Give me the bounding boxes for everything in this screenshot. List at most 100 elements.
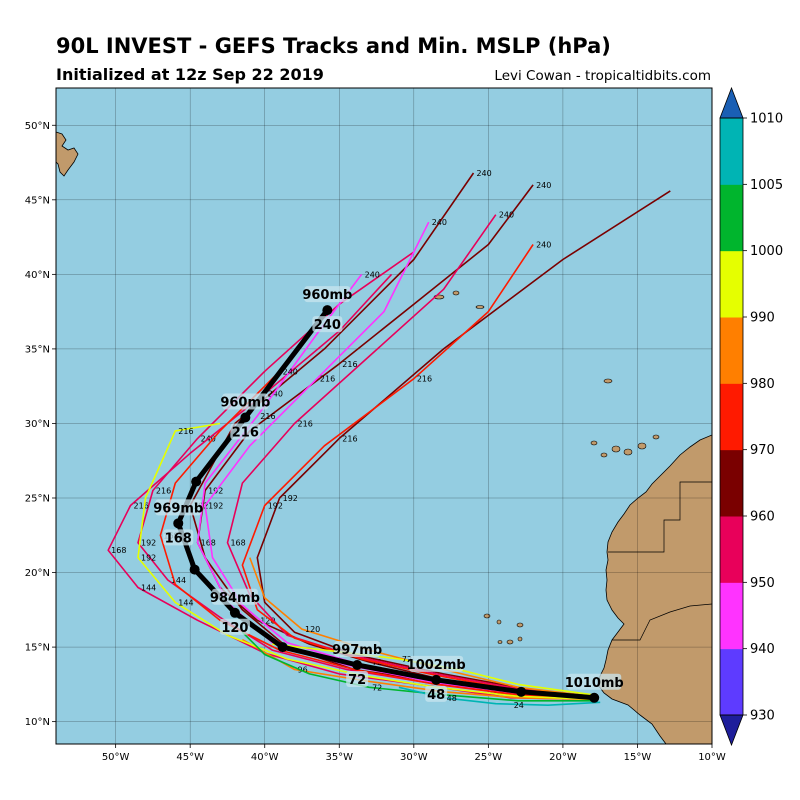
africa-coast (597, 220, 712, 744)
forecast-hour-label: 216 (320, 375, 335, 384)
forecast-hour-label: 144 (171, 576, 186, 585)
colorbar-tick-label: 1005 (750, 178, 783, 193)
colorbar-tick-label: 940 (750, 642, 775, 657)
colorbar-frame (719, 117, 744, 716)
colorbar-tick-label: 930 (750, 709, 775, 724)
colorbar-segment (720, 648, 743, 716)
forecast-hour-label: 168 (201, 539, 216, 548)
mean-hour-label: 168 (165, 531, 192, 546)
mean-track-point (352, 659, 363, 670)
canary-islands (590, 434, 660, 458)
lon-tick-label: 15°W (624, 752, 652, 763)
forecast-hour-label: 192 (283, 494, 298, 503)
forecast-hour-label: 72 (402, 655, 412, 664)
forecast-hour-label: 240 (536, 241, 551, 250)
colorbar: 930 940 950 960 970 980 990 1000 1005 1010 (719, 86, 783, 747)
lat-tick-label: 25°N (25, 494, 50, 505)
forecast-hour-label: 240 (476, 169, 491, 178)
mean-track-point (589, 692, 600, 703)
colorbar-segment (720, 383, 743, 451)
colorbar-tick-label: 970 (750, 443, 775, 458)
colorbar-tick-label: 1010 (750, 112, 783, 127)
map-frame (55, 87, 713, 745)
hour-label-bg (312, 316, 343, 333)
gridlines (56, 88, 712, 744)
mslp-label: 997mb (332, 643, 382, 658)
forecast-hour-label: 120 (260, 616, 275, 625)
colorbar-segment (720, 317, 743, 384)
lat-tick-label: 35°N (25, 344, 50, 355)
forecast-hour-label: 120 (305, 625, 320, 634)
lon-tick-label: 35°W (325, 752, 353, 763)
forecast-hour-label: 72 (372, 683, 382, 692)
mean-track-point (173, 518, 184, 529)
forecast-hour-label: 168 (111, 546, 126, 555)
colorbar-under-arrow (719, 714, 744, 747)
forecast-hour-label: 240 (536, 181, 551, 190)
mean-track: 1010mb 1002mb 48 997mb 72 984mb 120 969mb 168 960… (153, 286, 624, 703)
chart-subtitle: Initialized at 12z Sep 22 2019 (56, 65, 324, 84)
lat-tick-label: 15°N (25, 643, 50, 654)
member-track-5 (226, 214, 593, 698)
mslp-label-bg (409, 655, 464, 672)
land-layer (56, 131, 712, 744)
mean-hour-label: 240 (314, 318, 341, 333)
mean-track-point (240, 412, 251, 423)
chart-title: 90L INVEST - GEFS Tracks and Min. MSLP (… (56, 34, 611, 58)
forecast-hour-label: 240 (499, 211, 514, 220)
mslp-label-bg (334, 640, 381, 657)
hour-label-bg (230, 423, 261, 440)
forecast-hour-label: 216 (342, 434, 357, 443)
forecast-hour-label: 240 (432, 218, 447, 227)
mslp-label-bg (211, 588, 258, 605)
hour-label-bg (346, 670, 369, 687)
hour-label-bg (163, 529, 194, 546)
member-track-14 (241, 631, 593, 702)
lat-tick-label: 40°N (25, 270, 50, 281)
forecast-hour-label: 216 (342, 360, 357, 369)
forecast-hour-label: 216 (178, 427, 193, 436)
lon-tick-label: 30°W (400, 752, 428, 763)
lat-tick-label: 20°N (25, 568, 50, 579)
mslp-label-bg (155, 499, 202, 516)
forecast-hour-label: 240 (268, 390, 283, 399)
colorbar-segment (720, 449, 743, 517)
mslp-label: 1010mb (565, 676, 624, 691)
forecast-hour-label: 168 (230, 539, 245, 548)
greenland-tip (56, 131, 79, 177)
colorbar-segment (720, 582, 743, 650)
forecast-hour-label: 216 (134, 501, 149, 510)
forecast-hour-label: 144 (178, 598, 193, 607)
forecast-hour-label: 192 (141, 539, 156, 548)
forecast-hour-label: 192 (268, 501, 283, 510)
lon-tick-label: 10°W (698, 752, 726, 763)
mean-hour-label: 48 (427, 688, 445, 703)
mslp-label: 1002mb (407, 658, 466, 673)
forecast-hour-label: 96 (298, 665, 308, 674)
lat-tick-label: 10°N (25, 717, 50, 728)
lon-tick-label: 45°W (176, 752, 204, 763)
mslp-label: 960mb (302, 288, 352, 303)
mean-hour-label: 120 (221, 621, 248, 636)
forecast-hour-label: 24 (514, 701, 524, 710)
ocean-background (56, 88, 712, 744)
forecast-hour-label: 192 (208, 501, 223, 510)
mslp-label-bg (304, 286, 351, 303)
mean-track-point (191, 476, 202, 487)
colorbar-tick-label: 980 (750, 377, 775, 392)
forecast-hour-label: 48 (447, 694, 457, 703)
mslp-label-bg (222, 393, 269, 410)
forecast-hour-label: 144 (141, 583, 156, 592)
mean-track-point (431, 674, 442, 685)
forecast-hour-label: 216 (260, 412, 275, 421)
colorbar-tick-label: 990 (750, 311, 775, 326)
lon-tick-label: 25°W (475, 752, 503, 763)
member-track-8 (241, 244, 593, 699)
lon-tick-label: 40°W (251, 752, 279, 763)
lon-tick-label: 50°W (102, 752, 130, 763)
lat-tick-label: 50°N (25, 121, 50, 132)
mean-track-point (277, 642, 288, 653)
forecast-hour-label: 216 (417, 375, 432, 384)
mean-hour-label: 216 (232, 425, 259, 440)
